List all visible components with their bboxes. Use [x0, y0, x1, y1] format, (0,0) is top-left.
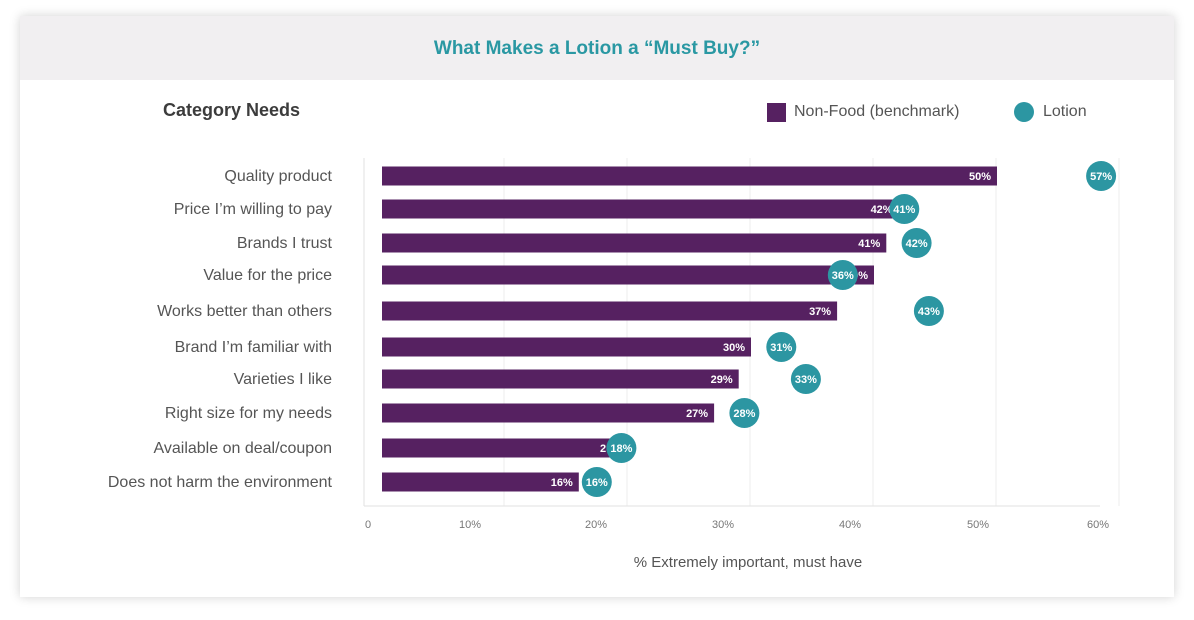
category-label: Does not harm the environment — [108, 474, 333, 491]
bar-value-label: 42% — [871, 204, 893, 216]
dot — [827, 260, 858, 290]
dot-value-label: 18% — [610, 443, 632, 455]
legend-item-non-food: Non-Food (benchmark) — [767, 101, 959, 123]
dot-value-label: 41% — [893, 204, 915, 216]
dot — [766, 332, 797, 362]
category-label: Quality product — [224, 168, 332, 185]
bar-value-label: 30% — [723, 342, 745, 354]
bar-value-label: 50% — [969, 171, 991, 183]
x-tick-label: 60% — [1087, 519, 1109, 531]
section-label: Category Needs — [163, 100, 301, 120]
legend-item-lotion: Lotion — [1014, 101, 1087, 123]
x-tick-label: 0 — [365, 519, 371, 531]
bar — [382, 438, 628, 458]
dot-value-label: 57% — [1090, 171, 1112, 183]
bar — [382, 301, 838, 321]
category-label: Right size for my needs — [165, 405, 332, 422]
category-label: Value for the price — [203, 267, 332, 284]
dot-value-label: 16% — [586, 477, 608, 489]
bar-value-label: 41% — [858, 238, 880, 250]
chart-header: What Makes a Lotion a “Must Buy?” — [20, 16, 1174, 80]
dot — [1086, 161, 1117, 191]
category-label: Price I’m willing to pay — [174, 201, 332, 218]
category-label: Varieties I like — [234, 371, 333, 388]
legend-label: Lotion — [1043, 103, 1087, 120]
dot-value-label: 28% — [733, 408, 755, 420]
category-label: Brand I’m familiar with — [175, 339, 332, 356]
x-tick-label: 40% — [839, 519, 861, 531]
category-label: Brands I trust — [237, 235, 333, 252]
bar — [382, 403, 715, 423]
category-label: Available on deal/coupon — [153, 440, 332, 457]
dot — [901, 228, 932, 258]
circle-icon — [1014, 102, 1034, 122]
x-tick-label: 20% — [585, 519, 607, 531]
dot — [606, 433, 637, 463]
bar-value-label: 37% — [809, 306, 831, 318]
dot — [913, 296, 944, 326]
bar — [382, 166, 997, 186]
dot-value-label: 31% — [770, 342, 792, 354]
dot-value-label: 33% — [795, 374, 817, 386]
bar-value-label: 29% — [711, 374, 733, 386]
dot-value-label: 36% — [832, 270, 854, 282]
dot — [889, 194, 920, 224]
bar — [382, 199, 899, 219]
dot — [790, 364, 821, 394]
dot — [729, 398, 760, 428]
bar — [382, 337, 751, 357]
legend-label: Non-Food (benchmark) — [794, 103, 960, 120]
dot-value-label: 43% — [918, 306, 940, 318]
square-icon — [767, 102, 786, 122]
chart-card: What Makes a Lotion a “Must Buy?” — [20, 16, 1174, 597]
bar — [382, 369, 739, 389]
bar — [382, 265, 874, 285]
bar-value-label: 16% — [551, 477, 573, 489]
x-tick-label: 50% — [967, 519, 989, 531]
dot-value-label: 42% — [906, 238, 928, 250]
category-label: Works better than others — [157, 303, 332, 320]
bar — [382, 472, 579, 492]
x-tick-label: 30% — [712, 519, 734, 531]
x-tick-label: 10% — [459, 519, 481, 531]
chart-title: What Makes a Lotion a “Must Buy?” — [433, 38, 761, 59]
bar — [382, 233, 887, 253]
bar-value-label: 27% — [686, 408, 708, 420]
x-axis-label: % Extremely important, must have — [634, 554, 862, 571]
dot — [581, 467, 612, 497]
